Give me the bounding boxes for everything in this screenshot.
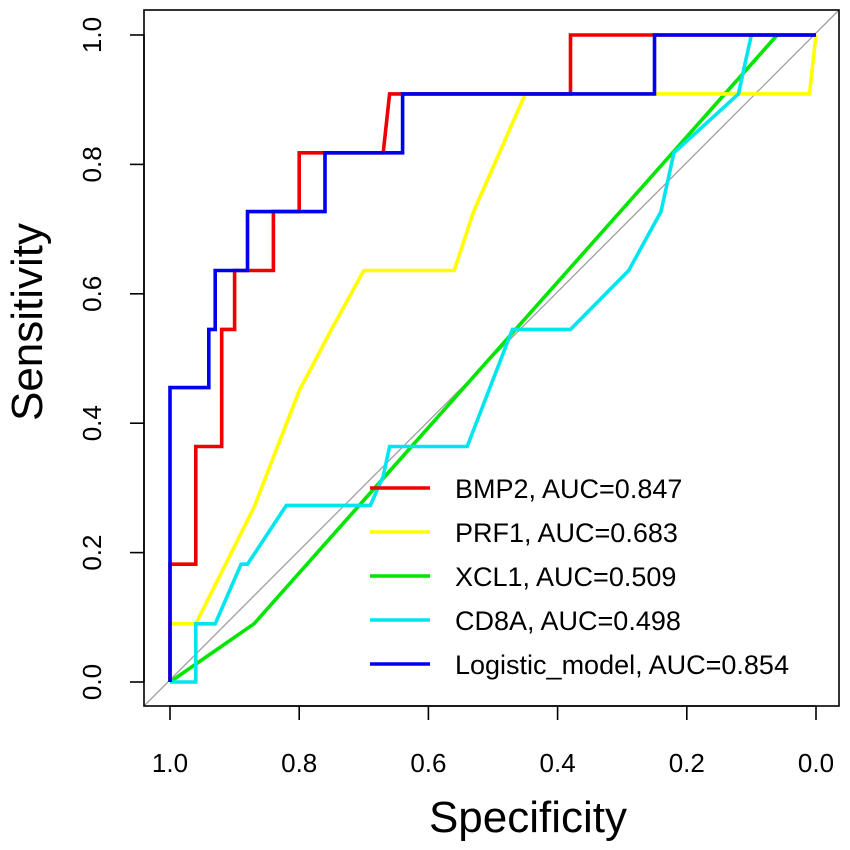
x-tick-label: 0.8 xyxy=(281,748,317,778)
legend-label-xcl1: XCL1, AUC=0.509 xyxy=(455,562,676,592)
plot-area xyxy=(143,9,840,707)
roc-curve-logistic-model xyxy=(168,33,816,682)
legend: BMP2, AUC=0.847 PRF1, AUC=0.683 XCL1, AUC=… xyxy=(370,474,789,680)
legend-label-cd8a: CD8A, AUC=0.498 xyxy=(455,606,681,636)
y-tick-label: 0.4 xyxy=(77,405,107,441)
y-axis-title: Sensitivity xyxy=(3,223,52,421)
x-tick-label: 0.6 xyxy=(410,748,446,778)
x-tick-label: 0.4 xyxy=(540,748,576,778)
y-axis: 0.0 0.2 0.4 0.6 0.8 1.0 xyxy=(77,17,145,700)
x-tick-label: 0.0 xyxy=(798,748,834,778)
x-axis: 1.0 0.8 0.6 0.4 0.2 0.0 xyxy=(152,705,834,778)
legend-label-bmp2: BMP2, AUC=0.847 xyxy=(455,474,682,504)
roc-curve-xcl1 xyxy=(168,33,779,684)
legend-label-logistic-model: Logistic_model, AUC=0.854 xyxy=(455,650,789,680)
y-tick-label: 0.8 xyxy=(77,146,107,182)
y-tick-label: 0.6 xyxy=(77,276,107,312)
x-axis-title: Specificity xyxy=(429,793,627,842)
y-tick-label: 1.0 xyxy=(77,17,107,53)
roc-curve-cd8a xyxy=(170,33,816,684)
x-tick-label: 1.0 xyxy=(152,748,188,778)
x-tick-label: 0.2 xyxy=(669,748,705,778)
legend-label-prf1: PRF1, AUC=0.683 xyxy=(455,518,678,548)
y-tick-label: 0.2 xyxy=(77,535,107,571)
y-tick-label: 0.0 xyxy=(77,664,107,700)
